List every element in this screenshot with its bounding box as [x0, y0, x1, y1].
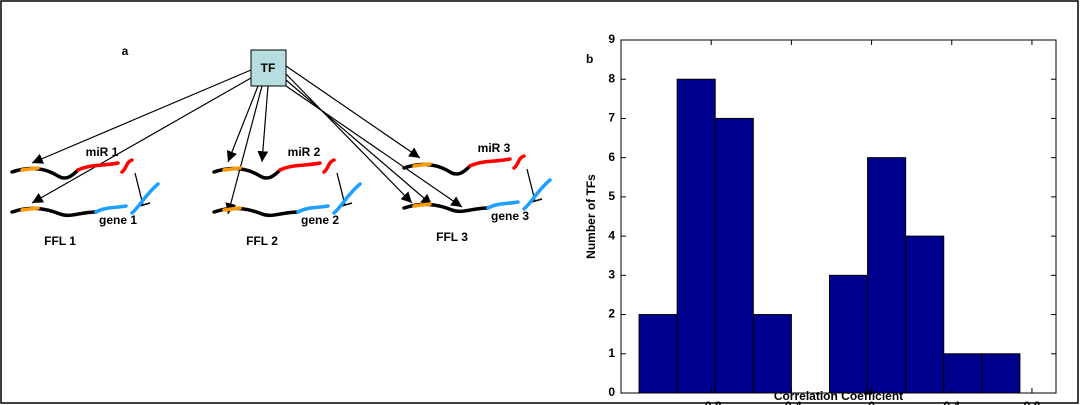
bar — [676, 78, 716, 394]
x-tick-label: -0.4 — [781, 399, 802, 405]
x-tick-label: 0 — [868, 399, 875, 405]
bar — [905, 235, 945, 394]
bar — [867, 157, 907, 394]
axes-box — [620, 39, 1057, 394]
ffl: miR 1 gene 1 FFL 1 — [10, 145, 160, 248]
ffl: miR 3 gene 3 FFL 3 — [402, 141, 552, 244]
tf-arrows — [31, 65, 463, 215]
y-tick-label: 8 — [608, 71, 615, 85]
y-tick-label: 7 — [608, 111, 615, 125]
y-axis-label: Number of TFs — [584, 174, 598, 259]
y-tick-label: 6 — [608, 150, 615, 164]
bar — [828, 274, 869, 394]
bar — [714, 117, 754, 394]
gene-label: gene 1 — [99, 213, 137, 227]
mir-label: miR 2 — [288, 145, 321, 159]
ffl-label: FFL 1 — [44, 234, 76, 248]
bar — [752, 314, 792, 394]
panel-label: b — [586, 52, 593, 66]
x-tick-label: 0.4 — [943, 399, 960, 405]
y-tick-label: 3 — [608, 268, 615, 282]
panel-label: a — [122, 44, 129, 58]
tf-label: TF — [261, 61, 276, 75]
ffl-label: FFL 3 — [436, 230, 468, 244]
x-axis-label: Correlation Coefficient — [774, 389, 903, 403]
bar — [638, 314, 678, 394]
bar — [981, 353, 1021, 394]
gene-label: gene 3 — [491, 209, 529, 223]
x-tick-label: -0.8 — [701, 399, 722, 405]
gene-label: gene 2 — [301, 213, 339, 227]
y-tick-label: 0 — [608, 385, 615, 399]
y-tick-label: 1 — [608, 346, 615, 360]
x-tick-label: 0.8 — [1024, 399, 1041, 405]
ffl-label: FFL 2 — [246, 234, 278, 248]
ffl: miR 2 gene 2 FFL 2 — [212, 145, 362, 248]
bar — [943, 353, 983, 394]
y-tick-label: 9 — [608, 32, 615, 46]
y-tick-label: 5 — [608, 189, 615, 203]
mir-label: miR 1 — [86, 145, 119, 159]
tf-box — [250, 49, 287, 87]
y-tick-label: 4 — [608, 228, 615, 242]
y-tick-label: 2 — [608, 307, 615, 321]
mir-label: miR 3 — [478, 141, 511, 155]
